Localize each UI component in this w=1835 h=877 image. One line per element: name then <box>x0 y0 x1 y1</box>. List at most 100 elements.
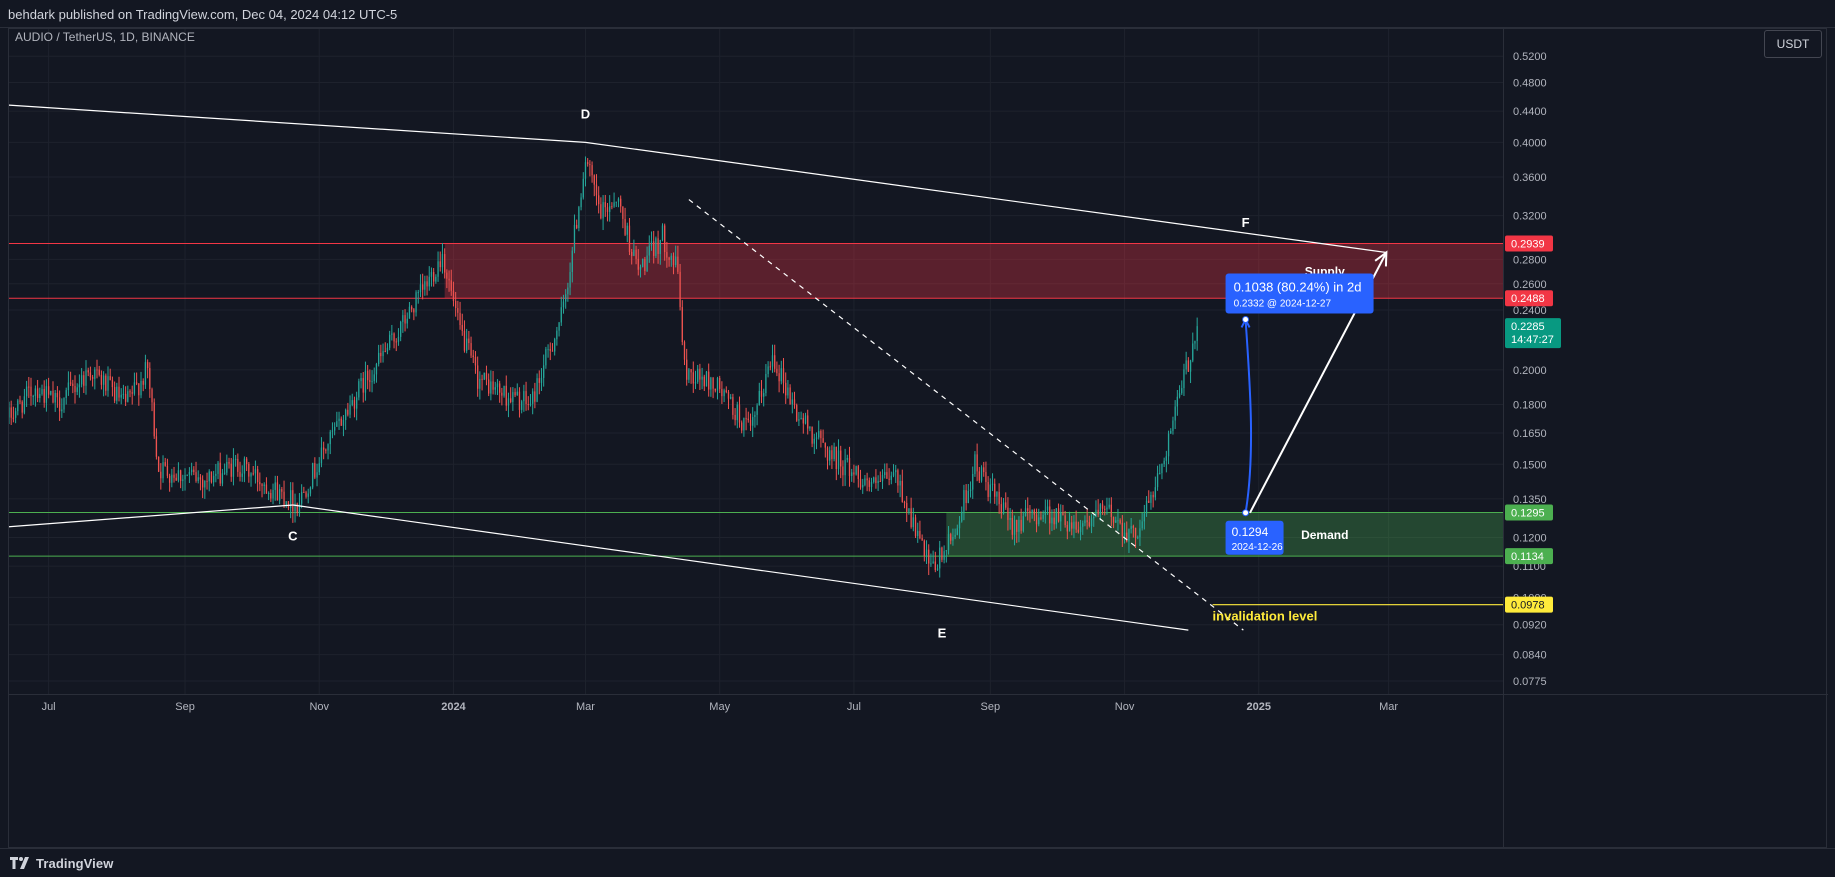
candle-body <box>558 322 560 331</box>
candle-body <box>124 393 127 402</box>
candle-body <box>835 446 837 470</box>
candle-body <box>160 471 162 479</box>
candle-body <box>670 255 672 260</box>
candle-body <box>965 490 967 504</box>
measure-end-box <box>1225 273 1374 314</box>
footer-bar: TradingView <box>0 848 1835 877</box>
candle-body <box>593 175 595 185</box>
chart-frame[interactable]: C D E F Supply Demand invalidation level 0.1294… <box>8 28 1828 849</box>
wave-line <box>585 141 1387 254</box>
candle-body <box>747 418 749 421</box>
candle-body <box>782 368 785 383</box>
price-tick-label: 0.0920 <box>1513 620 1547 632</box>
candle-body <box>479 378 481 389</box>
candle-body <box>184 475 186 480</box>
candle-body <box>1068 522 1071 532</box>
candle-body <box>1055 508 1058 525</box>
candle-body <box>606 207 609 212</box>
candle-body <box>83 375 85 386</box>
candle-body <box>987 482 989 497</box>
candle-body <box>837 450 840 470</box>
candle-body <box>518 391 521 410</box>
price-tick-label: 0.1650 <box>1513 428 1547 440</box>
candle-body <box>1093 516 1095 519</box>
measure-end-sub: 0.2332 @ 2024-12-27 <box>1234 298 1332 309</box>
candles <box>9 156 1198 578</box>
candle-body <box>1101 504 1104 509</box>
candle-body <box>481 378 483 380</box>
candle-body <box>199 477 202 480</box>
candle-body <box>705 371 708 387</box>
candle-body <box>432 272 435 282</box>
candle-body <box>829 450 831 461</box>
projection-arrow-head <box>1374 250 1388 267</box>
candle-body <box>822 438 824 443</box>
candle-body <box>1106 507 1108 510</box>
candle-body <box>1141 521 1143 529</box>
candle-body <box>188 472 191 475</box>
candle-body <box>1137 537 1139 539</box>
candle-body <box>881 475 884 482</box>
candle-body <box>934 561 936 571</box>
candle-body <box>151 389 153 403</box>
candle-body <box>1035 514 1038 525</box>
grid-lines <box>9 29 1503 694</box>
candle-body <box>149 368 151 390</box>
candle-body <box>774 355 776 369</box>
candle-body <box>1161 464 1163 474</box>
candle-body <box>584 162 587 179</box>
candle-body <box>708 371 710 390</box>
candle-body <box>798 419 800 421</box>
candle-body <box>954 534 956 537</box>
candle-body <box>807 415 809 429</box>
symbol-label: AUDIO / TetherUS, 1D, BINANCE <box>15 30 195 44</box>
candle-body <box>749 420 752 426</box>
candle-body <box>468 338 470 344</box>
candle-body <box>899 480 901 486</box>
candle-body <box>69 382 72 384</box>
candle-body <box>289 490 292 508</box>
invalidation-label: invalidation level <box>1213 609 1318 624</box>
candle-body <box>17 400 19 412</box>
candle-body <box>463 330 466 351</box>
candle-body <box>272 489 274 499</box>
candle-body <box>1057 508 1060 522</box>
candle-body <box>419 284 422 293</box>
candle-body <box>208 471 210 482</box>
dashed-trendline <box>688 199 1244 631</box>
currency-button[interactable]: USDT <box>1764 30 1822 58</box>
candle-body <box>439 261 441 268</box>
candle-body <box>633 249 635 256</box>
candle-body <box>1154 487 1157 498</box>
time-tick-label: Mar <box>1379 701 1398 713</box>
candle-body <box>732 397 734 415</box>
candle-body <box>716 377 719 391</box>
candle-body <box>58 397 61 412</box>
candle-body <box>952 536 954 541</box>
candle-body <box>47 386 50 395</box>
price-tick-label: 0.4000 <box>1513 137 1547 149</box>
candle-body <box>538 378 540 383</box>
candle-body <box>1088 522 1091 527</box>
candle-body <box>719 377 721 389</box>
candle-body <box>510 398 512 402</box>
candle-body <box>617 198 620 202</box>
candle-body <box>43 389 45 403</box>
candle-body <box>1060 512 1062 522</box>
candle-body <box>1139 528 1141 538</box>
candle-body <box>413 309 415 313</box>
candle-body <box>842 466 844 476</box>
candle-body <box>153 402 155 437</box>
wave-label-c: C <box>288 528 298 543</box>
candle-body <box>179 470 182 481</box>
candle-body <box>1005 502 1007 508</box>
wave-line <box>9 104 586 143</box>
candle-body <box>1196 326 1198 342</box>
candle-body <box>996 491 998 497</box>
candle-body <box>404 315 406 324</box>
candle-body <box>1189 360 1192 372</box>
candle-body <box>177 470 180 481</box>
candle-body <box>28 386 30 388</box>
candle-body <box>582 178 584 198</box>
